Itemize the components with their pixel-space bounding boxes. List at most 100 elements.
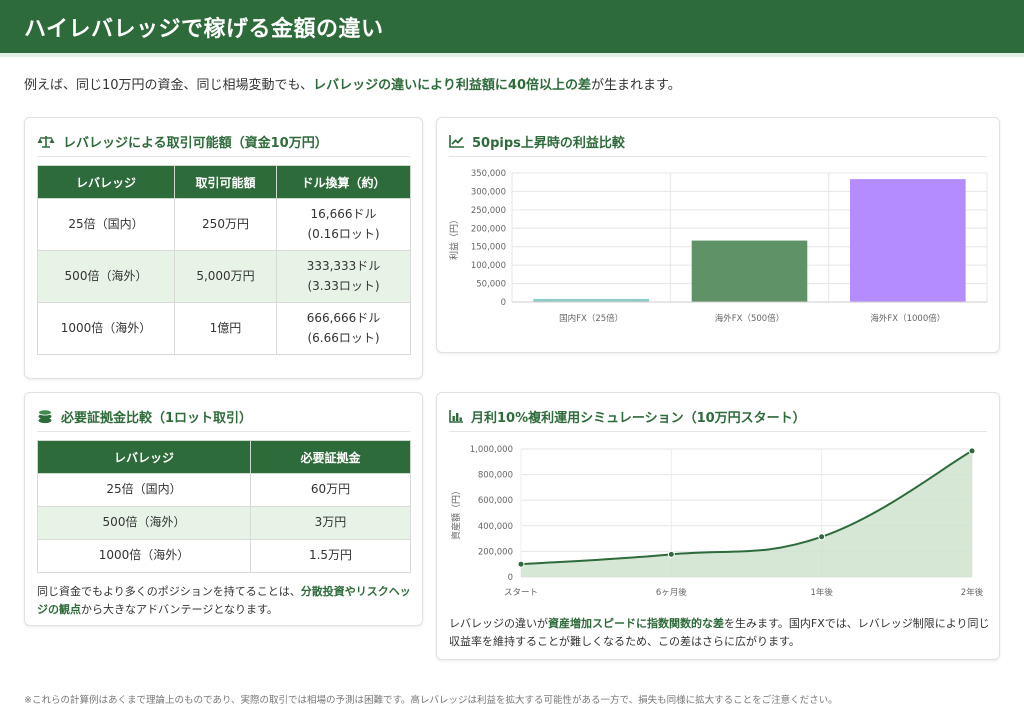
table-row: 500倍（海外） 5,000万円 333,333ドル (3.33ロット): [37, 250, 411, 303]
line-chart-icon: [449, 135, 464, 148]
usd-cell: 666,666ドル (6.66ロット): [276, 302, 411, 355]
page-title: ハイレバレッジで稼げる金額の違い: [24, 17, 384, 42]
margin-table-header-margin: 必要証拠金: [250, 440, 411, 474]
intro-suffix: が生まれます。: [591, 78, 681, 93]
simulation-card-title: 月利10%複利運用シミュレーション（10万円スタート）: [471, 411, 806, 426]
profit-card-title: 50pips上昇時の利益比較: [472, 136, 625, 151]
leverage-cell: 500倍（海外）: [37, 506, 251, 540]
table-row: 500倍（海外） 3万円: [37, 506, 411, 540]
x-tick-label: 海外FX（1000倍）: [870, 313, 945, 324]
x-tick-label: 国内FX（25倍）: [559, 313, 623, 324]
x-tick-label: 海外FX（500倍）: [715, 313, 784, 324]
trade-table-header-leverage: レバレッジ: [37, 165, 175, 199]
table-row: 1000倍（海外） 1億円 666,666ドル (6.66ロット): [37, 302, 411, 355]
y-tick-label: 0: [508, 573, 513, 583]
margin-card: 必要証拠金比較（1ロット取引） レバレッジ 必要証拠金 25倍（国内） 60万円…: [24, 392, 423, 626]
simulation-note-suffix: を生みます。国内FXでは、レバレッジ制限により同じ収益率を維持することが難しくな…: [449, 617, 990, 649]
trade-card-divider: [37, 156, 410, 157]
trade-table-header-amount: 取引可能額: [174, 165, 277, 199]
table-row: 25倍（国内） 250万円 16,666ドル (0.16ロット): [37, 198, 411, 251]
margin-note: 同じ資金でもより多くのポジションを持てることは、分散投資やリスクヘッジの観点から…: [37, 583, 413, 619]
simulation-note-prefix: レバレッジの違いが: [449, 617, 548, 630]
usd-value: 666,666ドル: [306, 311, 381, 326]
intro-prefix: 例えば、同じ10万円の資金、同じ相場変動でも、: [24, 78, 314, 93]
scale-icon: [37, 135, 55, 149]
amount-cell: 250万円: [174, 198, 277, 251]
simulation-area-chart: 0 200,000 400,000 600,000 800,000 1,000,000 スタ…: [450, 445, 984, 598]
profit-card-header: 50pips上昇時の利益比較: [449, 132, 625, 151]
leverage-cell: 25倍（国内）: [37, 473, 251, 507]
usd-cell: 16,666ドル (0.16ロット): [276, 198, 411, 251]
data-point: [968, 447, 976, 455]
y-tick-label: 300,000: [471, 187, 506, 197]
margin-note-prefix: 同じ資金でもより多くのポジションを持てることは、: [37, 585, 301, 598]
y-tick-label: 200,000: [471, 224, 506, 234]
profit-bar-chart: 0 50,000 100,000 150,000 200,000 250,000 300,0…: [448, 169, 988, 324]
simulation-card: 月利10%複利運用シミュレーション（10万円スタート） 0 200,000 400,…: [436, 392, 1000, 660]
margin-card-header: 必要証拠金比較（1ロット取引）: [37, 407, 252, 426]
trade-table: レバレッジ 取引可能額 ドル換算（約） 25倍（国内） 250万円 16,666…: [37, 165, 411, 355]
y-tick-label: 150,000: [471, 243, 506, 253]
simulation-card-divider: [449, 431, 987, 432]
bar: [850, 179, 966, 302]
margin-card-divider: [37, 431, 410, 432]
y-tick-label: 50,000: [476, 280, 506, 290]
y-axis-label: 利益（円）: [448, 215, 460, 260]
lot-value: (3.33ロット): [307, 278, 380, 293]
leverage-cell: 500倍（海外）: [37, 250, 175, 303]
x-tick-label: 1年後: [810, 587, 833, 598]
lot-value: (0.16ロット): [307, 226, 380, 241]
header-divider: [0, 53, 1024, 57]
x-tick-label: 6ヶ月後: [656, 587, 687, 598]
margin-card-title: 必要証拠金比較（1ロット取引）: [61, 411, 253, 426]
amount-cell: 1億円: [174, 302, 277, 355]
trade-card-title: レバレッジによる取引可能額（資金10万円）: [63, 136, 328, 151]
profit-card-divider: [449, 156, 987, 157]
usd-cell: 333,333ドル (3.33ロット): [276, 250, 411, 303]
series-line: [520, 450, 973, 566]
y-axis-label: 資産額（円）: [450, 486, 462, 540]
y-tick-label: 100,000: [471, 261, 506, 271]
disclaimer: ※これらの計算例はあくまで理論上のものであり、実際の取引では相場の予測は困難です…: [24, 695, 838, 706]
coins-icon: [37, 409, 53, 424]
area-fill: [521, 450, 972, 577]
leverage-cell: 1000倍（海外）: [37, 302, 175, 355]
x-tick-label: 2年後: [961, 587, 984, 598]
margin-cell: 1.5万円: [250, 539, 411, 573]
margin-note-highlight: 分散投資やリスクヘッジの観点: [37, 585, 411, 617]
y-tick-label: 350,000: [471, 169, 506, 179]
y-tick-label: 250,000: [471, 206, 506, 216]
simulation-card-header: 月利10%複利運用シミュレーション（10万円スタート）: [449, 407, 806, 426]
y-tick-label: 1,000,000: [470, 445, 513, 455]
margin-table: レバレッジ 必要証拠金 25倍（国内） 60万円 500倍（海外） 3万円 10…: [37, 440, 411, 573]
usd-value: 333,333ドル: [306, 259, 381, 274]
y-tick-label: 800,000: [478, 471, 513, 481]
x-tick-label: スタート: [504, 588, 538, 598]
trade-card-header: レバレッジによる取引可能額（資金10万円）: [37, 132, 328, 151]
bar: [691, 240, 808, 302]
leverage-cell: 1000倍（海外）: [37, 539, 251, 573]
data-point: [818, 533, 826, 541]
y-tick-label: 600,000: [478, 496, 513, 506]
trade-amount-card: レバレッジによる取引可能額（資金10万円） レバレッジ 取引可能額 ドル換算（約…: [24, 117, 423, 379]
table-row: 1000倍（海外） 1.5万円: [37, 539, 411, 573]
intro-text: 例えば、同じ10万円の資金、同じ相場変動でも、レバレッジの違いにより利益額に40…: [24, 74, 681, 93]
bar: [533, 298, 649, 302]
page-header: ハイレバレッジで稼げる金額の違い: [0, 0, 1024, 53]
y-tick-label: 400,000: [478, 522, 513, 532]
profit-card: 50pips上昇時の利益比較 0 50,000 100,000 150,000 200,…: [436, 117, 1000, 353]
margin-note-suffix: から大きなアドバンテージとなります。: [81, 603, 278, 617]
data-point: [517, 560, 525, 568]
margin-cell: 3万円: [250, 506, 411, 540]
simulation-note-highlight: 資産増加スピードに指数関数的な差: [548, 617, 724, 630]
intro-highlight: レバレッジの違いにより利益額に40倍以上の差: [313, 78, 591, 93]
leverage-cell: 25倍（国内）: [37, 198, 175, 251]
margin-cell: 60万円: [250, 473, 411, 507]
simulation-note: レバレッジの違いが資産増加スピードに指数関数的な差を生みます。国内FXでは、レバ…: [449, 615, 991, 651]
y-tick-label: 0: [501, 298, 506, 308]
amount-cell: 5,000万円: [174, 250, 277, 303]
bar-chart-icon: [449, 410, 463, 423]
data-point: [667, 550, 675, 558]
table-row: 25倍（国内） 60万円: [37, 473, 411, 507]
y-tick-label: 200,000: [478, 547, 513, 557]
